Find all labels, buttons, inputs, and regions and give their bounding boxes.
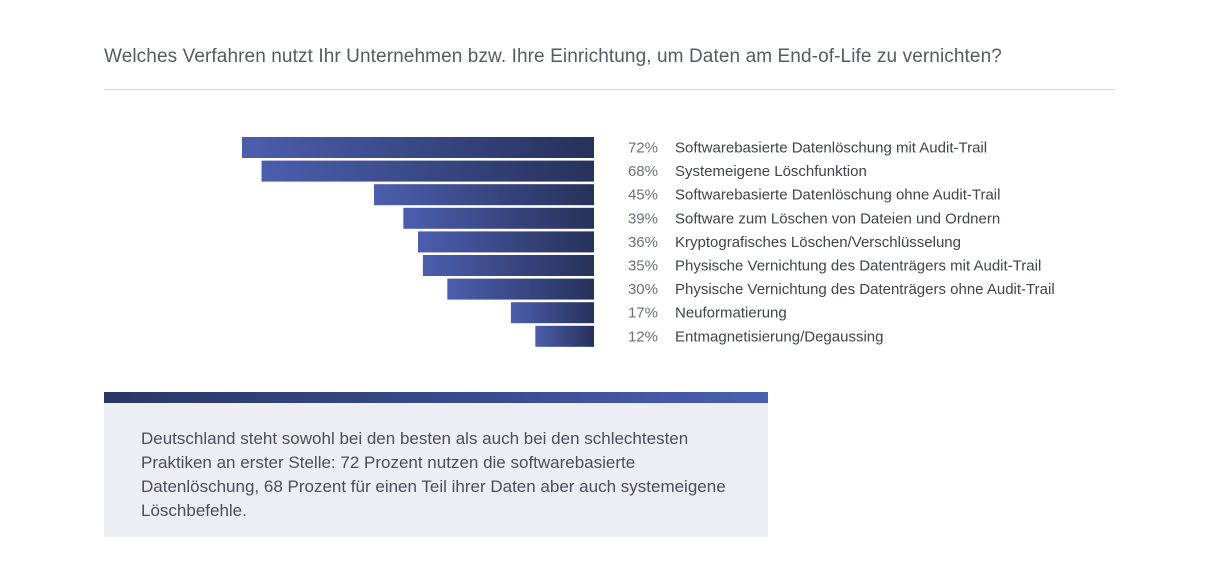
category-label: Softwarebasierte Datenlöschung mit Audit… [675, 140, 987, 157]
chart-question-title: Welches Verfahren nutzt Ihr Unternehmen … [104, 46, 1002, 67]
value-label: 72% [628, 140, 658, 157]
summary-callout: Deutschland steht sowohl bei den besten … [104, 392, 768, 537]
value-label: 12% [628, 328, 658, 345]
callout-accent-bar [104, 392, 768, 403]
category-label: Softwarebasierte Datenlöschung ohne Audi… [675, 187, 1000, 204]
value-label: 45% [628, 187, 658, 204]
bar [447, 278, 594, 300]
bar [242, 137, 594, 158]
bar [535, 325, 594, 347]
bar [374, 184, 594, 206]
bar [422, 255, 594, 276]
bar [510, 302, 594, 324]
bar [261, 160, 594, 182]
category-label: Entmagnetisierung/Degaussing [675, 328, 883, 345]
callout-text: Deutschland steht sowohl bei den besten … [141, 429, 726, 520]
value-label: 68% [628, 163, 658, 180]
category-label: Systemeigene Löschfunktion [675, 163, 867, 180]
value-label: 17% [628, 305, 658, 322]
bar [403, 207, 594, 229]
category-label: Physische Vernichtung des Datenträgers m… [675, 258, 1041, 275]
bar [418, 231, 594, 253]
title-divider [104, 89, 1115, 90]
value-label: 35% [628, 258, 658, 275]
bar-chart: 72% 68% 45% 39% 36% 35% 30% 17% 12% Softwarebasi… [242, 137, 1055, 347]
value-label: 30% [628, 281, 658, 298]
category-label: Kryptografisches Löschen/Verschlüsselung [675, 234, 961, 251]
category-label: Software zum Löschen von Dateien und Ord… [675, 210, 1000, 227]
category-label: Neuformatierung [675, 305, 787, 322]
value-label: 36% [628, 234, 658, 251]
value-label: 39% [628, 210, 658, 227]
category-label: Physische Vernichtung des Datenträgers o… [675, 281, 1055, 298]
